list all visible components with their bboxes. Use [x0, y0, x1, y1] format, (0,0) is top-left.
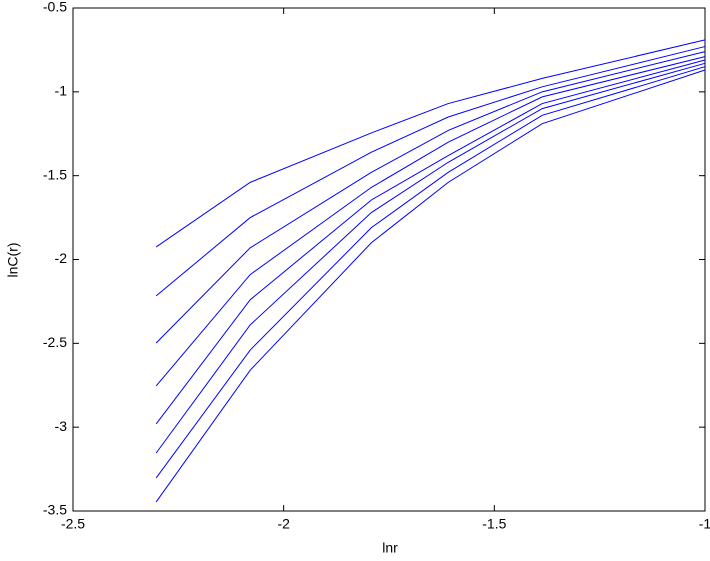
y-tick-label: -1	[55, 83, 68, 99]
series-line	[155, 69, 706, 503]
y-tick-label: -2	[55, 250, 68, 266]
y-tick-label: -3.5	[43, 502, 67, 518]
x-tick-label: -2.5	[61, 516, 85, 532]
x-tick-label: -2	[277, 516, 290, 532]
plot-frame	[72, 7, 706, 512]
y-axis-label: lnC(r)	[5, 243, 21, 278]
series-line	[155, 39, 706, 248]
x-tick-label: -1.5	[482, 516, 506, 532]
y-tick-label: -0.5	[43, 0, 67, 15]
y-tick-label: -2.5	[43, 334, 67, 350]
series-line	[155, 62, 706, 454]
series-line	[155, 66, 706, 479]
x-axis-label: lnr	[382, 540, 398, 556]
series-line	[155, 59, 706, 425]
series-line	[155, 51, 706, 344]
series-line	[155, 46, 706, 297]
y-tick-label: -3	[55, 418, 68, 434]
series-line	[155, 56, 706, 387]
x-tick-label: -1	[699, 516, 710, 532]
y-tick-label: -1.5	[43, 166, 67, 182]
